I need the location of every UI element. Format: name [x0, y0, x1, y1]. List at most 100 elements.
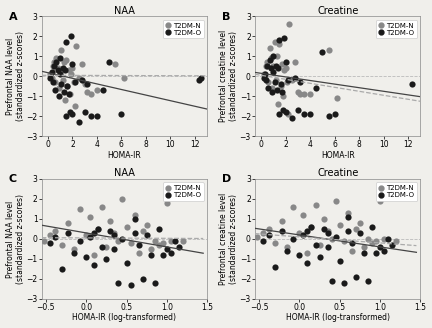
Point [356, 230, 363, 236]
Point [58, 48, 65, 53]
Point [304, 228, 311, 234]
Point [115, 280, 122, 285]
Point [55, 86, 62, 91]
Point [270, 54, 277, 59]
Point [336, 222, 343, 228]
Point [296, 230, 303, 236]
Point [156, 242, 162, 248]
Point [127, 282, 134, 288]
Point [408, 82, 415, 87]
Point [46, 232, 53, 237]
Point [260, 72, 267, 77]
Point [119, 196, 126, 202]
Point [385, 236, 392, 241]
Point [168, 238, 175, 243]
Point [71, 104, 78, 109]
Point [69, 62, 76, 67]
Point [87, 234, 94, 239]
Point [131, 216, 138, 221]
Point [75, 76, 82, 81]
Point [93, 114, 100, 119]
Legend: T2DM-N, T2DM-O: T2DM-N, T2DM-O [162, 20, 204, 38]
Point [263, 64, 270, 69]
Title: Creatine: Creatine [317, 6, 359, 15]
Point [288, 116, 295, 121]
Point [272, 64, 279, 69]
Point [48, 70, 55, 75]
Point [265, 80, 272, 85]
Point [269, 86, 276, 91]
Point [147, 246, 154, 252]
Point [68, 72, 75, 77]
Point [103, 244, 110, 250]
X-axis label: HOMA-IR (log-transformed): HOMA-IR (log-transformed) [73, 314, 177, 322]
Point [121, 76, 127, 81]
Point [54, 66, 61, 71]
Point [325, 48, 332, 53]
Point [273, 54, 280, 59]
Point [261, 72, 268, 77]
Point [63, 58, 70, 63]
Point [297, 80, 304, 85]
Point [295, 90, 302, 95]
Point [111, 230, 118, 236]
Point [119, 236, 126, 241]
Point [91, 262, 98, 268]
Point [320, 216, 327, 221]
Point [163, 246, 170, 252]
Point [265, 226, 272, 232]
Point [107, 218, 114, 224]
Point [91, 230, 98, 236]
Legend: T2DM-N, T2DM-O: T2DM-N, T2DM-O [162, 182, 204, 201]
Point [135, 242, 142, 248]
Point [53, 56, 60, 61]
Point [58, 242, 65, 248]
Point [67, 92, 73, 97]
Point [289, 236, 296, 241]
Point [377, 198, 384, 204]
Y-axis label: Prefrontal NAA level
(standardized z-scores): Prefrontal NAA level (standardized z-sco… [6, 31, 25, 121]
Point [389, 242, 396, 248]
Point [46, 240, 53, 246]
Point [353, 274, 359, 279]
Point [286, 22, 293, 27]
Point [67, 110, 73, 115]
Point [57, 70, 64, 75]
Point [59, 78, 66, 83]
Point [271, 80, 278, 85]
Point [63, 40, 70, 45]
Point [261, 76, 268, 81]
Point [360, 250, 367, 256]
Point [381, 248, 388, 254]
Text: B: B [222, 11, 230, 22]
Point [356, 220, 363, 226]
Point [271, 40, 278, 45]
Point [282, 66, 289, 71]
Point [328, 236, 335, 241]
Point [84, 82, 91, 87]
Point [51, 60, 57, 65]
Point [118, 112, 125, 117]
Point [332, 234, 339, 239]
Point [69, 66, 76, 71]
Point [180, 238, 187, 243]
Point [276, 38, 283, 43]
Point [103, 256, 110, 261]
Point [300, 212, 307, 217]
Point [71, 80, 78, 85]
Y-axis label: Prefrontal NAA level
(standardized z-scores): Prefrontal NAA level (standardized z-sco… [6, 194, 25, 284]
Point [265, 232, 272, 237]
Point [111, 232, 118, 237]
Title: NAA: NAA [114, 6, 135, 15]
Point [344, 228, 351, 234]
Point [324, 244, 331, 250]
Point [284, 248, 291, 254]
Point [123, 260, 130, 266]
Point [332, 198, 339, 204]
Point [285, 78, 292, 83]
Point [281, 68, 288, 73]
Point [65, 220, 72, 226]
Point [295, 108, 302, 113]
Point [365, 278, 372, 283]
Point [131, 230, 138, 236]
